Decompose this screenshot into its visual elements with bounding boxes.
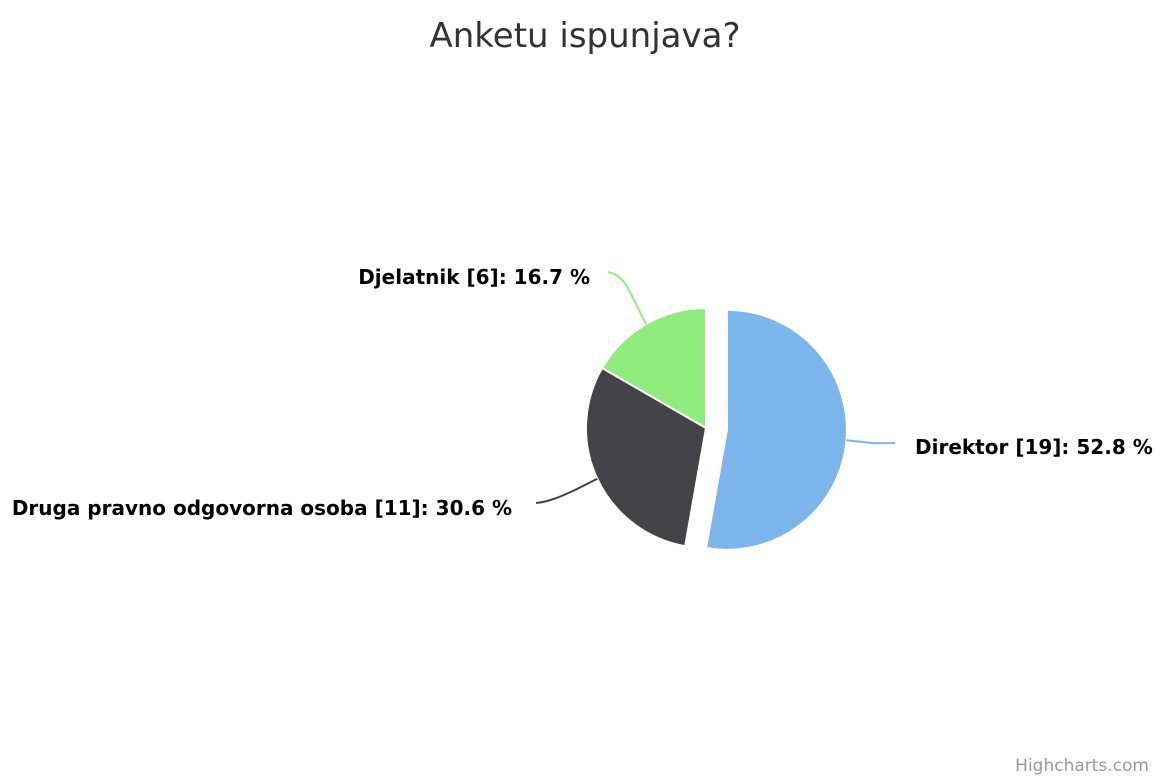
data-labels: Direktor [19]: 52.8 % Druga pravno odgovo… xyxy=(12,265,1153,520)
data-label-djelatnik: Djelatnik [6]: 16.7 % xyxy=(358,265,590,289)
data-label-direktor: Direktor [19]: 52.8 % xyxy=(915,435,1153,459)
data-label-druga-pravno-odgovorna-osoba: Druga pravno odgovorna osoba [11]: 30.6 … xyxy=(12,496,512,520)
connector-djelatnik xyxy=(607,271,647,325)
label-connectors xyxy=(535,271,896,504)
connector-direktor xyxy=(846,439,896,445)
pie-slices xyxy=(585,307,848,551)
pie-slice-direktor[interactable] xyxy=(705,308,848,551)
chart-title: Anketu ispunjava? xyxy=(429,16,740,56)
credits-link[interactable]: Highcharts.com xyxy=(1015,756,1149,776)
connector-druga-pravno-odgovorna-osoba xyxy=(535,477,598,504)
